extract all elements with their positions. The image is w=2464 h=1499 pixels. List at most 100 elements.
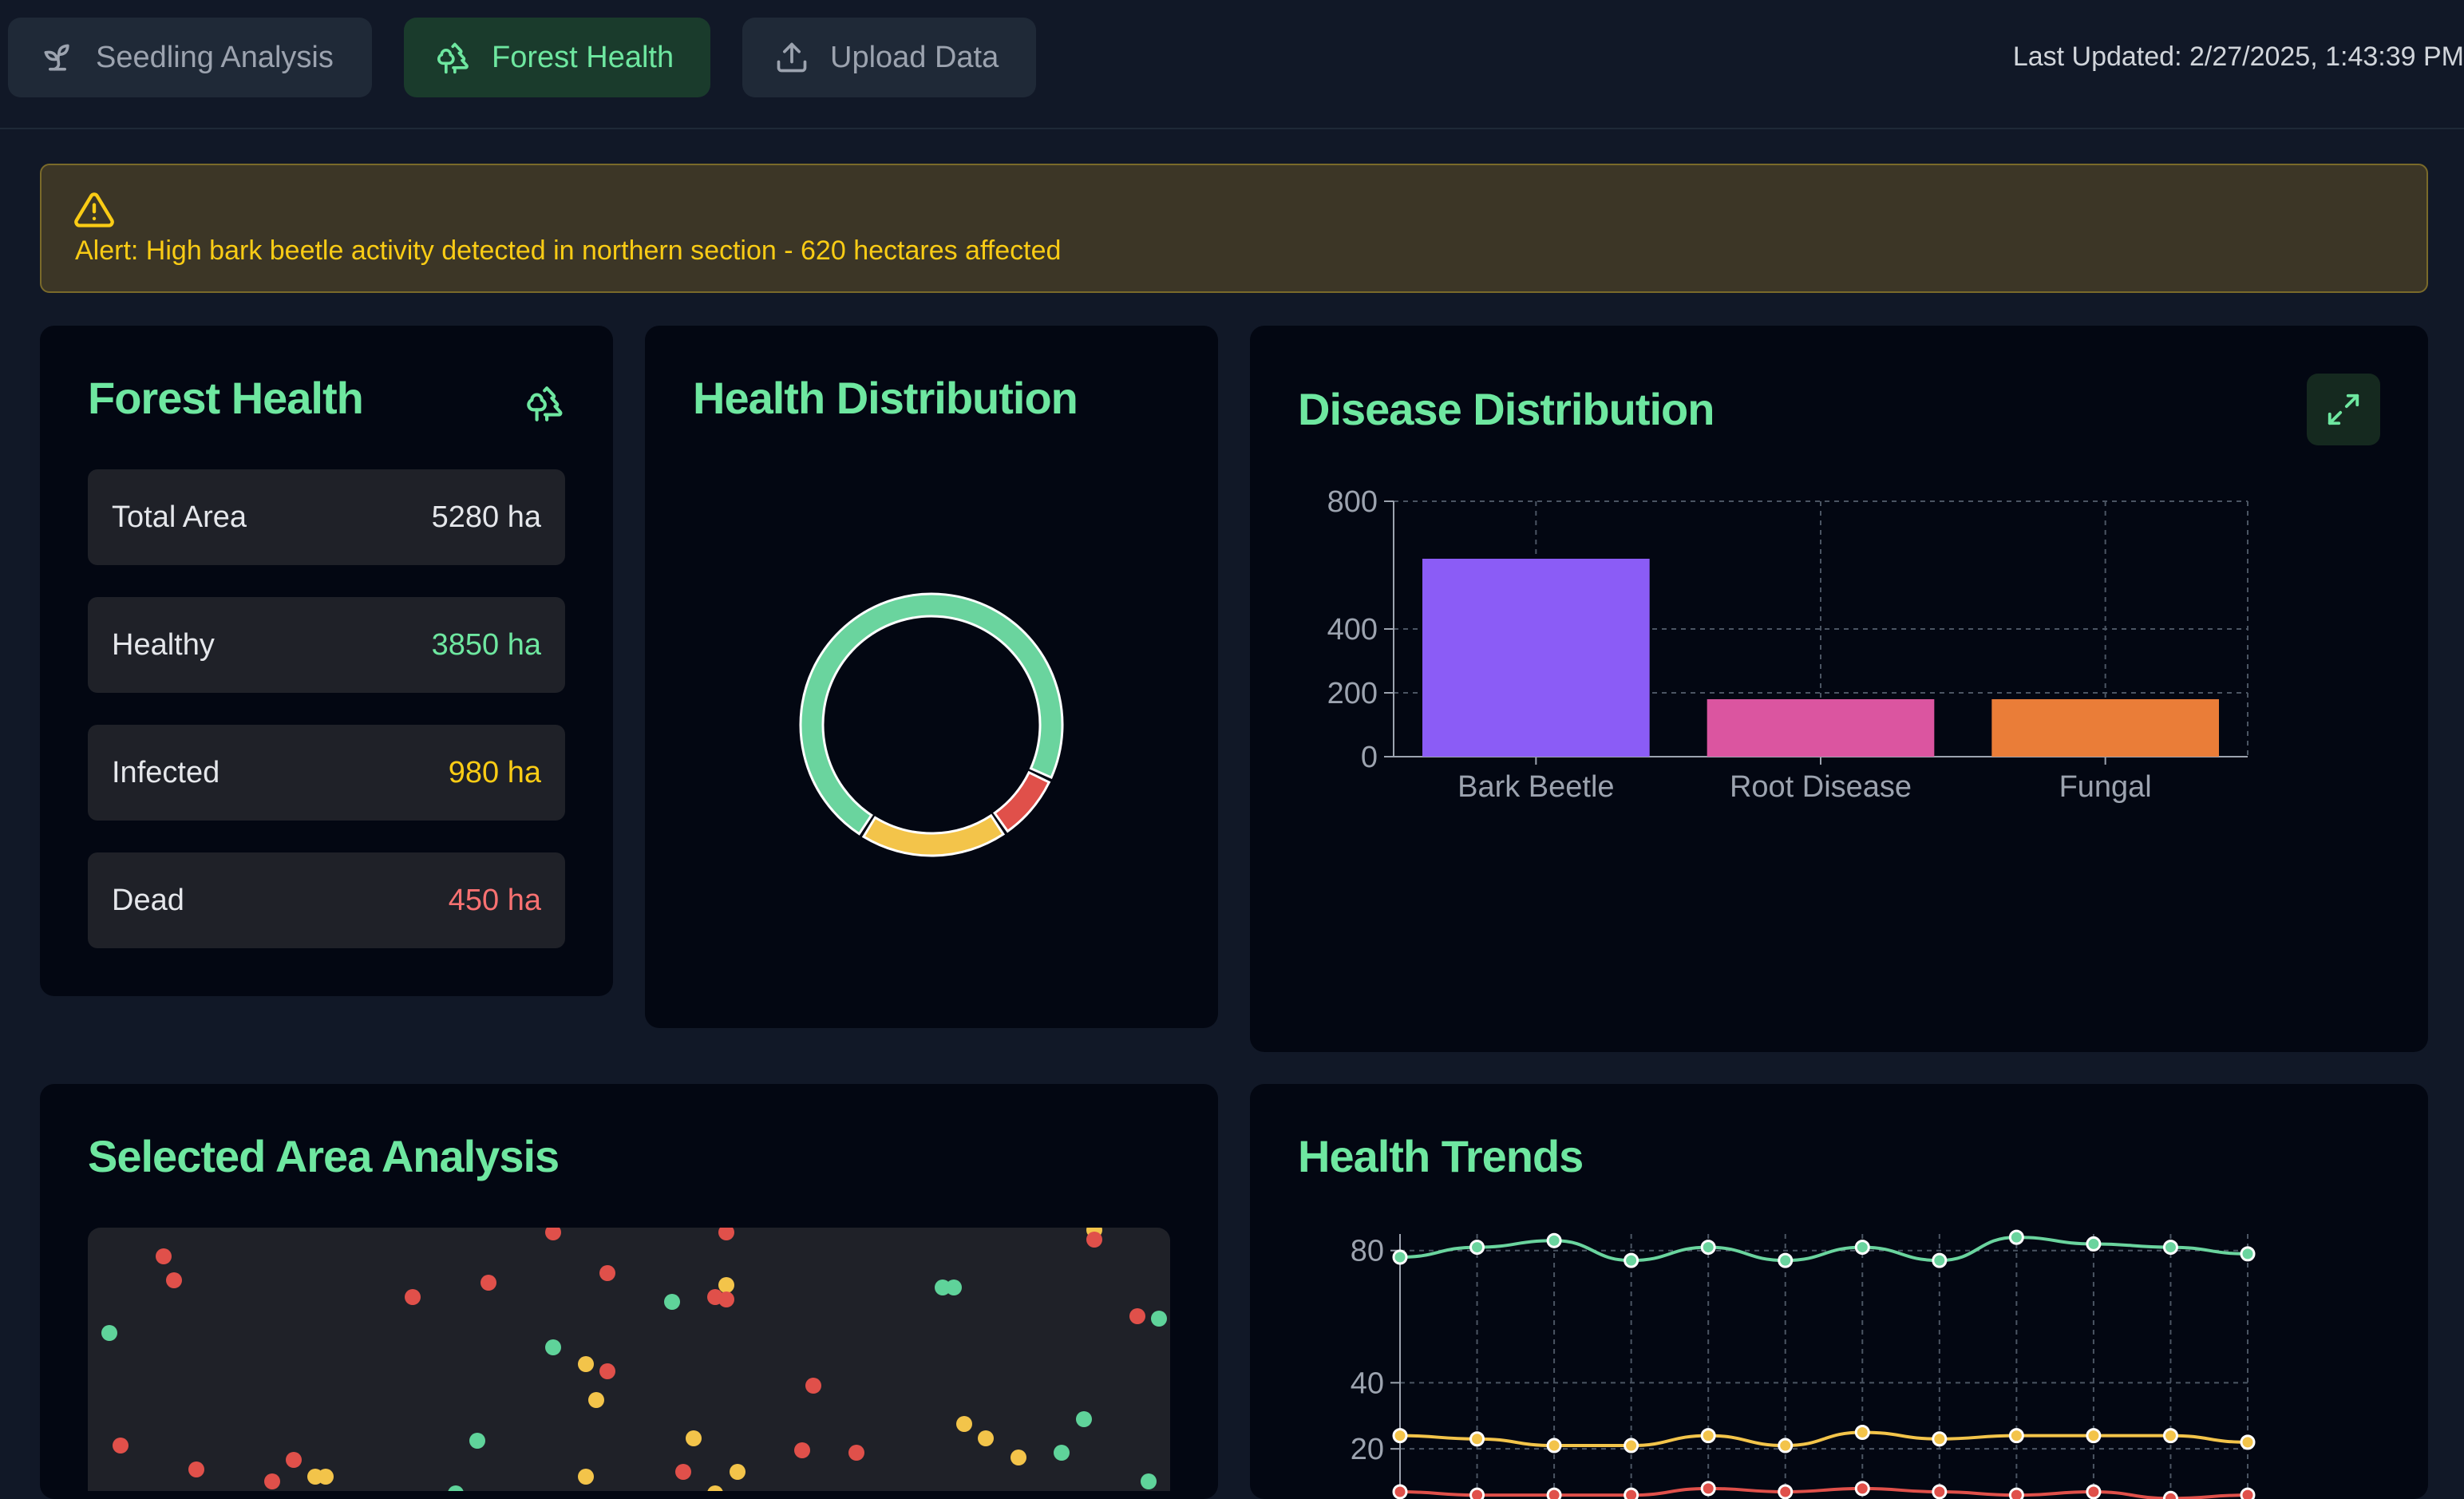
map-point[interactable] (1054, 1445, 1070, 1461)
tab-forest-health[interactable]: Forest Health (404, 18, 710, 97)
series-point (2008, 1229, 2024, 1245)
selected-area-card: Selected Area Analysis (40, 1084, 1218, 1499)
series-point (2162, 1428, 2178, 1444)
map-point[interactable] (707, 1289, 724, 1305)
series-point (2162, 1490, 2178, 1499)
alert-message: Alert: High bark beetle activity detecte… (75, 235, 1062, 266)
series-point (1392, 1428, 1408, 1444)
map-point[interactable] (101, 1325, 118, 1341)
alert-triangle-icon (74, 192, 114, 227)
stat-value: 450 ha (448, 883, 541, 917)
map-point[interactable] (599, 1363, 615, 1379)
map-point[interactable] (805, 1378, 821, 1394)
map-point[interactable] (1151, 1311, 1168, 1327)
bar (1707, 699, 1935, 757)
y-tick-label: 200 (1327, 677, 1378, 710)
stat-dead: Dead 450 ha (88, 852, 565, 948)
series-point (1778, 1484, 1794, 1499)
card-title: Disease Distribution (1298, 384, 1715, 434)
expand-button[interactable] (2307, 374, 2380, 445)
bar (1422, 559, 1650, 757)
map-point[interactable] (448, 1485, 465, 1491)
map-point[interactable] (577, 1356, 594, 1372)
series-point (1932, 1484, 1948, 1499)
series-point (2086, 1428, 2102, 1444)
series-point (1392, 1249, 1408, 1265)
series-point (1469, 1487, 1485, 1499)
tab-seedling-analysis[interactable]: Seedling Analysis (8, 18, 372, 97)
map-point[interactable] (480, 1275, 496, 1291)
series-point (1932, 1431, 1948, 1447)
map-point[interactable] (718, 1228, 735, 1240)
map-point[interactable] (155, 1248, 172, 1264)
series-point (1932, 1252, 1948, 1268)
card-title: Health Trends (1298, 1131, 1584, 1181)
map-point[interactable] (577, 1469, 594, 1485)
series-point (1700, 1428, 1716, 1444)
map-point[interactable] (686, 1430, 702, 1446)
y-tick-label: 400 (1327, 613, 1378, 647)
series-point (1854, 1240, 1870, 1256)
donut-slice (993, 770, 1051, 833)
map-point[interactable] (404, 1289, 421, 1305)
map-point[interactable] (718, 1277, 735, 1293)
series-point (2086, 1236, 2102, 1252)
series-point (1546, 1438, 1562, 1454)
last-updated-timestamp: Last Updated: 2/27/2025, 1:43:39 PM (2012, 42, 2464, 72)
health-distribution-card: Health Distribution (645, 326, 1218, 1028)
map-point[interactable] (729, 1464, 746, 1480)
series-point (1469, 1431, 1485, 1447)
map-point[interactable] (166, 1272, 183, 1288)
map-point[interactable] (112, 1438, 129, 1454)
map-point[interactable] (978, 1430, 995, 1446)
map-point[interactable] (188, 1461, 204, 1477)
series-line (1399, 1486, 2248, 1499)
map-point[interactable] (707, 1485, 724, 1491)
map-point[interactable] (793, 1442, 810, 1458)
map-point[interactable] (469, 1433, 486, 1449)
alert-banner: Alert: High bark beetle activity detecte… (40, 164, 2428, 293)
map-point[interactable] (1086, 1232, 1103, 1248)
map-point[interactable] (1129, 1308, 1146, 1324)
y-tick-label: 20 (1351, 1433, 1384, 1466)
map-point[interactable] (545, 1339, 562, 1355)
map-point[interactable] (674, 1464, 691, 1480)
bar (1991, 699, 2219, 757)
area-map[interactable] (88, 1228, 1170, 1491)
map-point[interactable] (588, 1392, 605, 1408)
map-point[interactable] (1011, 1450, 1027, 1465)
health-donut-chart (799, 592, 1064, 857)
map-point[interactable] (945, 1279, 962, 1295)
map-point[interactable] (318, 1469, 334, 1485)
map-point[interactable] (263, 1473, 280, 1489)
stat-label: Infected (112, 755, 220, 789)
tab-label: Upload Data (830, 40, 999, 74)
series-point (1700, 1240, 1716, 1256)
tab-label: Seedling Analysis (96, 40, 334, 74)
tab-upload-data[interactable]: Upload Data (742, 18, 1036, 97)
tab-label: Forest Health (492, 40, 674, 74)
health-trends-card: Health Trends 20 40 80 (1250, 1084, 2428, 1499)
series-point (1854, 1481, 1870, 1497)
y-tick-label: 40 (1351, 1367, 1384, 1400)
series-point (2008, 1428, 2024, 1444)
series-point (1700, 1481, 1716, 1497)
map-point[interactable] (285, 1452, 302, 1468)
map-point[interactable] (848, 1445, 864, 1461)
stat-label: Total Area (112, 500, 247, 534)
y-tick-label: 0 (1361, 741, 1378, 774)
series-point (1778, 1252, 1794, 1268)
stat-value: 3850 ha (431, 627, 541, 662)
donut-slice (799, 592, 1064, 836)
map-point[interactable] (599, 1265, 615, 1281)
map-point[interactable] (545, 1228, 562, 1240)
series-point (1854, 1424, 1870, 1440)
map-point[interactable] (664, 1294, 681, 1310)
map-point[interactable] (1140, 1473, 1157, 1489)
map-point[interactable] (956, 1416, 973, 1432)
map-point[interactable] (1075, 1411, 1092, 1427)
series-point (1546, 1232, 1562, 1248)
card-title: Selected Area Analysis (88, 1131, 560, 1181)
y-tick-label: 800 (1327, 485, 1378, 519)
series-point (2162, 1240, 2178, 1256)
